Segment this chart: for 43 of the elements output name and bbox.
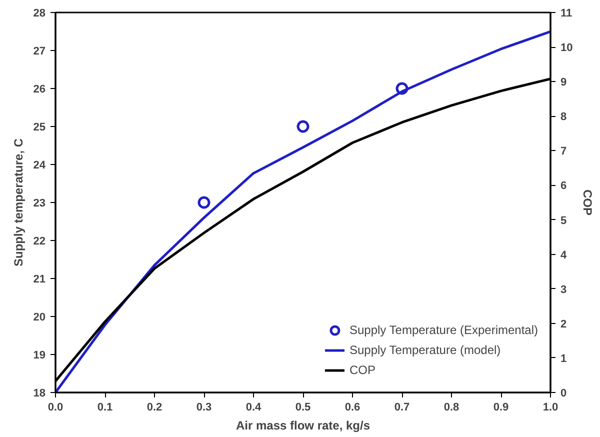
x-tick-label: 0.6 <box>344 402 360 414</box>
y-tick-label: 24 <box>33 160 46 172</box>
point <box>296 120 310 133</box>
point <box>198 196 210 209</box>
x-tick-label: 0.9 <box>493 402 509 414</box>
x-tick-label: 0.8 <box>444 402 460 414</box>
y2-tick-label: 8 <box>560 111 567 124</box>
y-tick-label: 28 <box>33 8 46 20</box>
y2-tick-label: 11 <box>560 8 572 20</box>
x-tick-label: 0.5 <box>295 402 311 414</box>
y2-tick-label: 1 <box>560 352 567 365</box>
y-tick-label: 25 <box>33 122 46 134</box>
y-tick-label: 27 <box>33 46 46 58</box>
x-tick-label: 0.3 <box>196 402 212 414</box>
y2-tick-label: 3 <box>560 284 567 296</box>
y-tick-label: 20 <box>33 312 46 324</box>
legend-label: Supply Temperature (Experimental) <box>349 323 538 337</box>
legend-label: Supply Temperature (model) <box>349 343 501 357</box>
y-tick-label: 21 <box>33 274 46 286</box>
y-tick-label: 18 <box>33 388 46 400</box>
point <box>396 82 408 95</box>
y-tick-label: 19 <box>33 350 46 362</box>
y-tick-label: 23 <box>33 198 46 210</box>
x-tick-label: 0.0 <box>48 402 64 414</box>
x-tick-label: 0.4 <box>246 402 262 414</box>
y2-tick-label: 9 <box>560 76 567 89</box>
y2-tick-label: 7 <box>560 146 567 158</box>
y2-tick-label: 4 <box>560 249 568 262</box>
y2-tick-label: 5 <box>560 214 567 227</box>
x-tick-label: 1.0 <box>542 402 558 414</box>
y-tick-label: 26 <box>33 84 46 96</box>
x-tick-label: 0.1 <box>97 402 113 414</box>
y-axis-title: Supply temperature, C <box>11 138 26 267</box>
y2-tick-label: 10 <box>560 42 573 54</box>
legend-label: COP <box>349 363 376 377</box>
y2-axis-title: COP <box>580 190 595 216</box>
y2-tick-label: 0 <box>560 388 567 400</box>
y2-tick-label: 6 <box>560 180 567 192</box>
x-tick-label: 0.7 <box>394 402 410 414</box>
x-tick-label: 0.2 <box>146 402 162 414</box>
y2-tick-label: 2 <box>560 318 567 330</box>
y-tick-label: 22 <box>33 236 46 248</box>
x-axis-title: Air mass flow rate, kg/s <box>236 418 370 432</box>
